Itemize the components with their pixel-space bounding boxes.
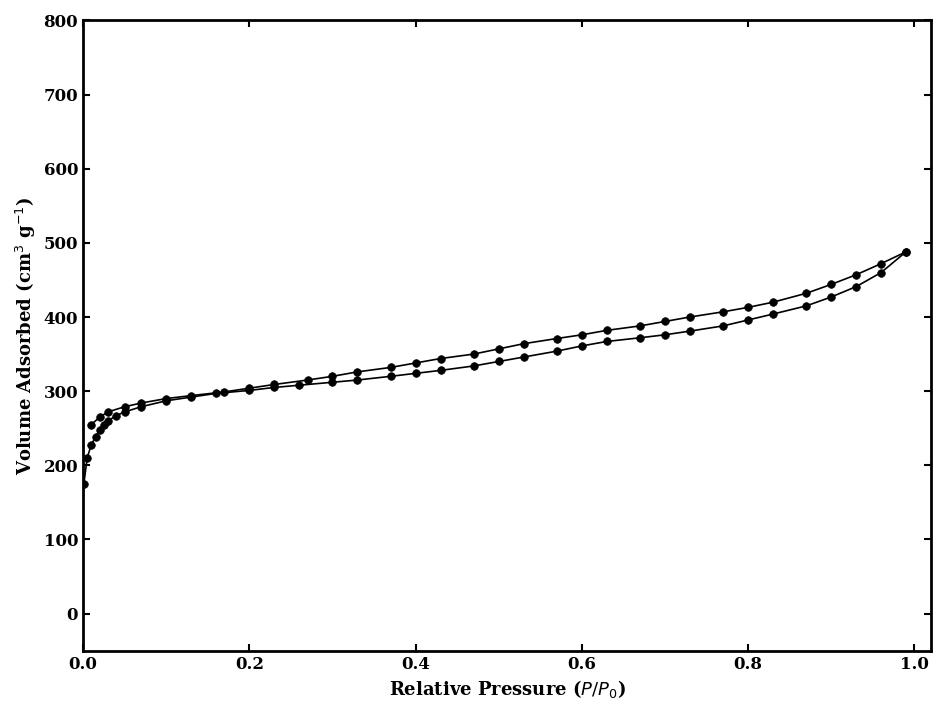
X-axis label: Relative Pressure ($P/P_0$): Relative Pressure ($P/P_0$) — [388, 678, 625, 700]
Y-axis label: Volume Adsorbed (cm$^3$ g$^{-1}$): Volume Adsorbed (cm$^3$ g$^{-1}$) — [14, 196, 38, 475]
